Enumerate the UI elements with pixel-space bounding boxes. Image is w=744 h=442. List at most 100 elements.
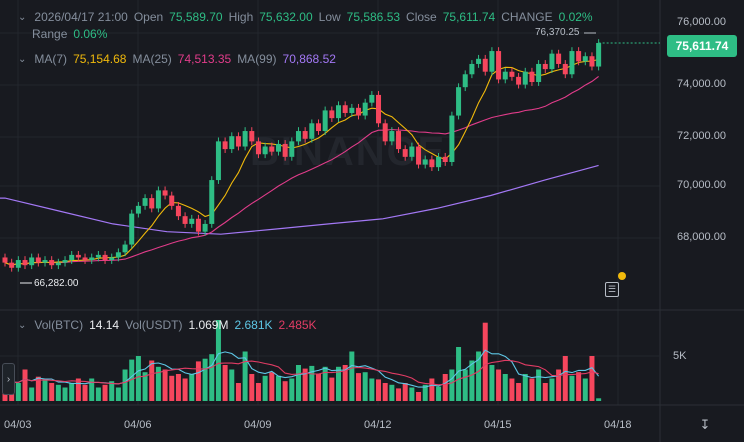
volume-bar <box>329 377 335 401</box>
candle-down <box>562 63 568 75</box>
ohlc-legend: ⌄ 2026/04/17 21:00 Open 75,589.70 High 7… <box>18 10 593 24</box>
volume-bar <box>302 368 308 401</box>
candle-down <box>442 156 448 162</box>
volume-bar <box>255 383 261 401</box>
candle-down <box>2 257 8 263</box>
min-price-mark: 66,282.00 <box>34 278 79 289</box>
ma99-line <box>0 164 599 235</box>
volume-bar <box>362 372 368 401</box>
volume-bar <box>456 347 462 401</box>
time-tick-label: 04/15 <box>484 419 512 431</box>
candle-down <box>149 198 155 209</box>
axis-settings-icon[interactable]: ↧ <box>699 417 711 432</box>
candle-down <box>429 159 435 168</box>
candle-down <box>35 257 41 263</box>
volume-bar <box>262 375 268 401</box>
chevron-down-icon[interactable]: ⌄ <box>18 53 27 65</box>
alert-badge-icon[interactable]: ☰ <box>605 282 619 297</box>
chevron-down-icon[interactable]: ⌄ <box>18 11 27 23</box>
volume-bar <box>496 369 502 401</box>
volume-bar <box>502 374 508 401</box>
volume-bar <box>569 375 575 401</box>
candle-down <box>315 123 321 132</box>
volume-bar <box>89 378 95 401</box>
chevron-down-icon[interactable]: ⌄ <box>18 319 27 331</box>
candle-up <box>295 131 301 142</box>
close-label: Close <box>406 10 437 24</box>
candle-up <box>389 131 395 142</box>
candle-up <box>309 123 315 139</box>
candle-down <box>249 131 255 142</box>
open-label: Open <box>133 10 164 24</box>
candle-up <box>462 74 468 88</box>
price-tick-label: 70,000.00 <box>677 179 726 191</box>
volume-bar <box>129 359 135 401</box>
candle-up <box>142 198 148 206</box>
volume-bar <box>202 358 208 401</box>
volume-bar <box>135 356 141 401</box>
volume-bar <box>155 366 161 401</box>
candle-up <box>289 141 295 157</box>
range-legend: Range 0.06% <box>32 27 107 41</box>
candle-up <box>522 71 528 85</box>
ma25-line <box>4 75 599 266</box>
candle-down <box>269 146 275 152</box>
candle-down <box>75 254 81 258</box>
candle-down <box>102 254 108 261</box>
volume-bar <box>249 374 255 401</box>
volume-bar <box>82 384 88 401</box>
candle-up <box>202 223 208 232</box>
time-tick-label: 04/09 <box>244 419 272 431</box>
volume-bar <box>162 369 168 401</box>
candle-up <box>122 244 128 253</box>
candle-up <box>209 180 215 224</box>
vol-btc-label: Vol(BTC) <box>34 318 84 332</box>
volume-bar <box>275 375 281 401</box>
volume-bar <box>542 383 548 401</box>
time-tick-label: 04/18 <box>604 419 632 431</box>
ma7-label: MA(7) <box>34 52 68 66</box>
candle-down <box>235 136 241 147</box>
volume-bar <box>215 320 221 401</box>
candle-down <box>82 257 88 261</box>
ma99-value: 70,868.52 <box>282 52 336 66</box>
candle-up <box>95 254 101 258</box>
time-tick-label: 04/03 <box>4 419 32 431</box>
ma25-value: 74,513.35 <box>177 52 232 66</box>
chevron-right-icon[interactable]: › <box>2 363 15 395</box>
candle-up <box>109 257 115 261</box>
volume-bar <box>95 387 101 401</box>
price-tick-label: 76,000.00 <box>677 16 726 28</box>
candle-down <box>162 190 168 196</box>
candle-up <box>135 205 141 214</box>
volume-bar <box>309 365 315 401</box>
change-value: 0.02% <box>558 10 593 24</box>
volume-bar <box>416 392 422 401</box>
volume-bar <box>436 386 442 401</box>
volume-bar <box>342 365 348 401</box>
candle-down <box>49 260 55 266</box>
vol-usdt-label: Vol(USDT) <box>125 318 183 332</box>
candle-up <box>215 141 221 181</box>
candle-down <box>9 262 15 268</box>
open-value: 75,589.70 <box>169 10 223 24</box>
candle-down <box>376 94 382 124</box>
volume-bar <box>49 383 55 401</box>
volume-bar <box>389 384 395 401</box>
volume-bar <box>442 374 448 401</box>
high-value: 75,632.00 <box>259 10 313 24</box>
candle-down <box>182 216 188 224</box>
candle-up <box>489 51 495 72</box>
volume-bar <box>75 378 81 401</box>
range-value: 0.06% <box>73 27 108 41</box>
volume-bar <box>469 360 475 401</box>
candle-up <box>569 51 575 75</box>
volume-bar <box>102 384 108 401</box>
high-label: High <box>228 10 254 24</box>
volume-axis-label: 5K <box>673 350 687 362</box>
volume-bar <box>336 366 341 401</box>
volume-bar <box>489 365 495 401</box>
volume-bar <box>209 354 215 401</box>
